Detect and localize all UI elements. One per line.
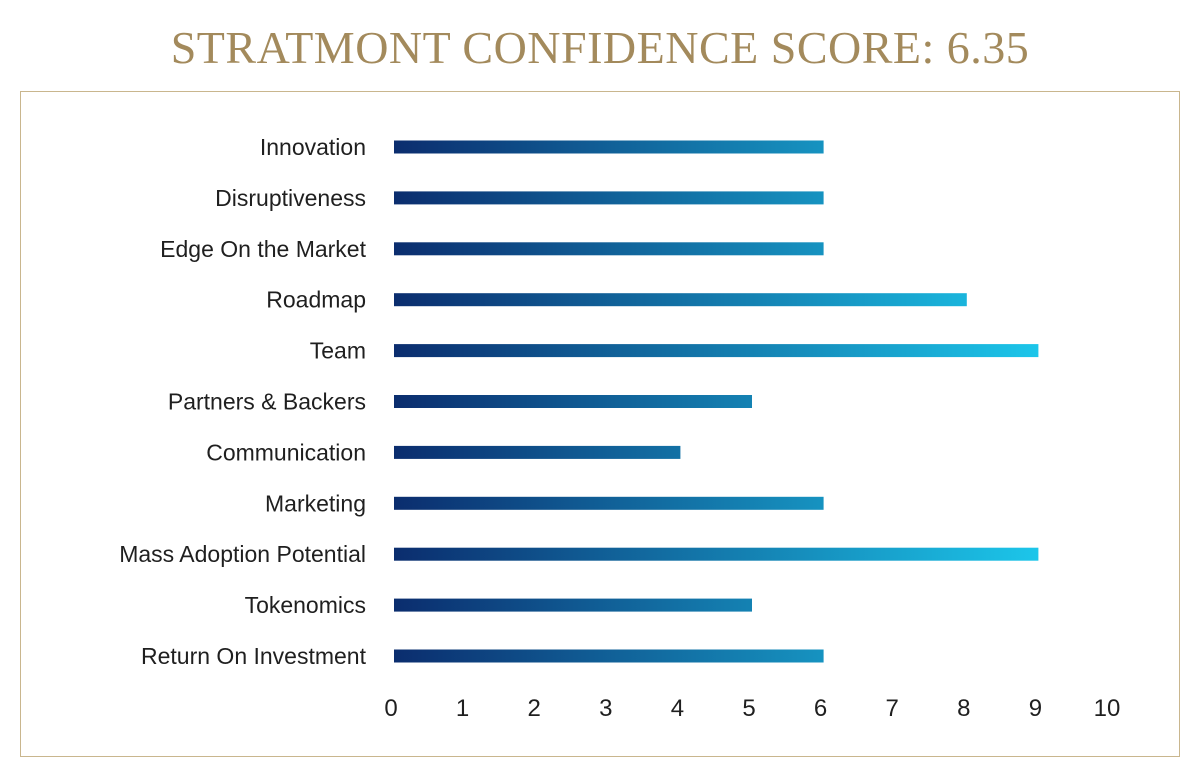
chart-frame <box>20 91 1180 757</box>
bar <box>394 191 824 205</box>
x-tick-label: 10 <box>1094 695 1121 722</box>
bar <box>394 445 681 459</box>
x-tick-label: 0 <box>384 695 397 722</box>
x-tick-label: 3 <box>599 695 612 722</box>
x-tick-label: 5 <box>742 695 755 722</box>
bar <box>394 598 752 612</box>
x-tick-label: 1 <box>456 695 469 722</box>
bar <box>394 547 1039 561</box>
category-label: Partners & Backers <box>168 389 366 415</box>
x-tick-label: 9 <box>1029 695 1042 722</box>
bar <box>394 649 824 663</box>
category-label: Marketing <box>265 490 366 516</box>
category-label: Disruptiveness <box>215 185 366 211</box>
category-label: Innovation <box>260 134 366 160</box>
category-label: Return On Investment <box>141 643 367 669</box>
category-label: Team <box>310 338 366 364</box>
chart-title: STRATMONT CONFIDENCE SCORE: 6.35 <box>170 22 1030 73</box>
category-label: Communication <box>206 439 366 465</box>
x-tick-label: 7 <box>886 695 899 722</box>
x-tick-label: 8 <box>957 695 970 722</box>
bar <box>394 496 824 510</box>
x-tick-label: 4 <box>671 695 684 722</box>
bar <box>394 395 752 408</box>
bar <box>394 293 967 307</box>
category-label: Roadmap <box>266 287 366 313</box>
bar <box>394 140 824 154</box>
x-tick-label: 6 <box>814 695 827 722</box>
bar <box>394 344 1039 358</box>
category-label: Tokenomics <box>245 592 366 618</box>
category-label: Edge On the Market <box>160 236 366 262</box>
bar <box>394 242 824 256</box>
x-tick-label: 2 <box>528 695 541 722</box>
category-label: Mass Adoption Potential <box>119 541 366 567</box>
